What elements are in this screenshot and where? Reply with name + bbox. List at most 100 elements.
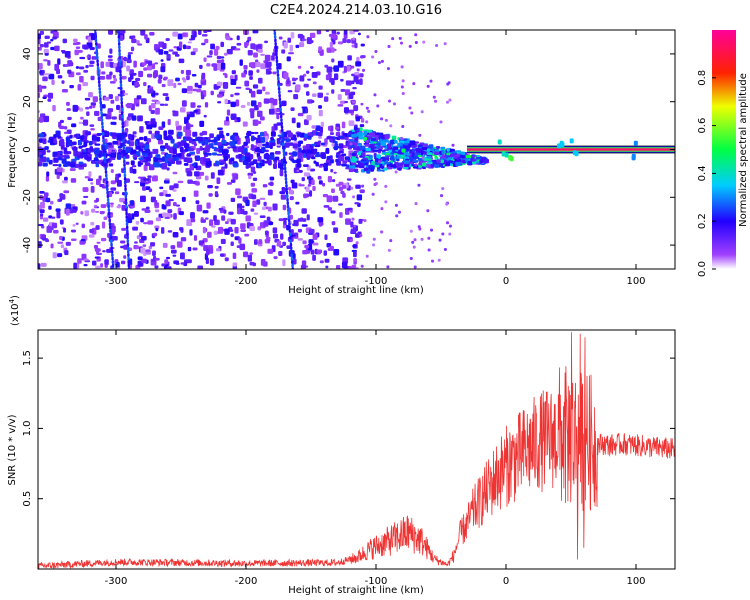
heatmap-cell <box>230 218 236 225</box>
heatmap-cell <box>320 152 326 159</box>
heatmap-cell <box>252 177 258 181</box>
heatmap-cell <box>465 155 472 159</box>
heatmap-cell <box>61 158 67 164</box>
heatmap-cell <box>166 266 172 269</box>
heatmap-cell <box>264 149 269 153</box>
heatmap-cell <box>50 46 55 51</box>
heatmap-cell <box>74 163 79 168</box>
heatmap-cell <box>46 150 51 153</box>
heatmap-cell <box>414 33 418 37</box>
heatmap-cell <box>353 75 359 83</box>
heatmap-cell <box>186 111 190 115</box>
heatmap-cell <box>110 249 114 254</box>
heatmap-cell <box>316 249 323 254</box>
heatmap-cell <box>390 151 395 155</box>
heatmap-cell <box>88 171 92 178</box>
heatmap-cell <box>346 164 350 168</box>
heatmap-cell <box>59 198 63 202</box>
heatmap-cell <box>100 107 103 112</box>
heatmap-cell <box>240 223 246 230</box>
heatmap-cell <box>192 163 196 167</box>
heatmap-cell <box>162 93 169 97</box>
heatmap-cell <box>289 235 292 240</box>
heatmap-cell <box>224 257 229 262</box>
heatmap-cell <box>386 155 390 158</box>
colorbar-tick-label: 0.8 <box>697 70 708 86</box>
heatmap-cell <box>389 239 393 243</box>
heatmap-cell <box>95 197 99 203</box>
heatmap-cell <box>263 98 270 104</box>
heatmap-cell <box>349 164 356 169</box>
heatmap-cell <box>119 35 124 41</box>
heatmap-cell <box>110 169 114 173</box>
heatmap-cell <box>288 225 291 230</box>
x-tick-label: 0 <box>503 276 509 287</box>
heatmap-cell <box>253 131 259 135</box>
heatmap-cell <box>43 115 50 123</box>
heatmap-cell <box>126 242 130 247</box>
heatmap-cell <box>323 96 329 102</box>
heatmap-cell <box>278 36 283 40</box>
heatmap-cell <box>631 155 636 161</box>
heatmap-cell <box>296 163 302 168</box>
heatmap-cell <box>479 159 484 164</box>
heatmap-cell <box>326 156 333 159</box>
y-tick-label: 1.0 <box>22 420 33 436</box>
heatmap-cell <box>224 98 228 104</box>
heatmap-cell <box>285 187 288 192</box>
heatmap-cell <box>111 260 115 264</box>
heatmap-cell <box>249 76 253 80</box>
heatmap-cell <box>249 108 255 113</box>
heatmap-cell <box>326 195 333 203</box>
heatmap-cell <box>161 157 166 162</box>
heatmap-cell <box>302 240 307 245</box>
y-tick-label: 20 <box>22 95 33 108</box>
heatmap-cell <box>159 163 163 168</box>
heatmap-cell <box>64 250 69 256</box>
heatmap-cell <box>307 243 313 251</box>
heatmap-cell <box>409 151 415 154</box>
heatmap-cell <box>110 239 113 244</box>
heatmap-cell <box>132 226 138 231</box>
heatmap-cell <box>132 35 136 39</box>
heatmap-cell <box>327 207 332 211</box>
heatmap-cell <box>309 32 316 39</box>
heatmap-cell <box>137 161 142 167</box>
heatmap-cell <box>340 78 344 82</box>
heatmap-cell <box>292 223 297 226</box>
heatmap-cell <box>164 178 170 181</box>
heatmap-cell <box>204 139 209 146</box>
heatmap-cell <box>216 94 223 98</box>
heatmap-cell <box>117 38 121 43</box>
heatmap-cell <box>71 209 77 213</box>
heatmap-cell <box>421 162 427 167</box>
heatmap-cell <box>303 119 309 126</box>
heatmap-cell <box>196 204 203 212</box>
heatmap-cell <box>256 89 263 95</box>
heatmap-cell <box>144 209 151 214</box>
heatmap-cell <box>110 187 117 191</box>
heatmap-cell <box>81 223 85 229</box>
heatmap-cell <box>196 89 202 93</box>
heatmap-cell <box>158 74 163 80</box>
heatmap-cell <box>280 194 287 200</box>
heatmap-cell <box>308 239 314 244</box>
heatmap-cell <box>144 34 148 40</box>
heatmap-cell <box>409 257 413 261</box>
heatmap-cell <box>282 204 287 211</box>
heatmap-cell <box>100 61 104 69</box>
heatmap-cell <box>127 54 131 61</box>
heatmap-cell <box>101 128 105 133</box>
heatmap-cell <box>376 154 381 159</box>
heatmap-cell <box>80 211 84 215</box>
heatmap-cell <box>118 48 121 53</box>
heatmap-cell <box>151 99 158 102</box>
heatmap-cell <box>414 163 418 167</box>
heatmap-cell <box>285 183 288 188</box>
heatmap-cell <box>307 99 313 104</box>
heatmap-cell <box>226 49 233 55</box>
heatmap-cell <box>282 152 286 157</box>
heatmap-cell <box>318 223 323 227</box>
heatmap-cell <box>90 182 94 185</box>
heatmap-cell <box>65 156 70 159</box>
